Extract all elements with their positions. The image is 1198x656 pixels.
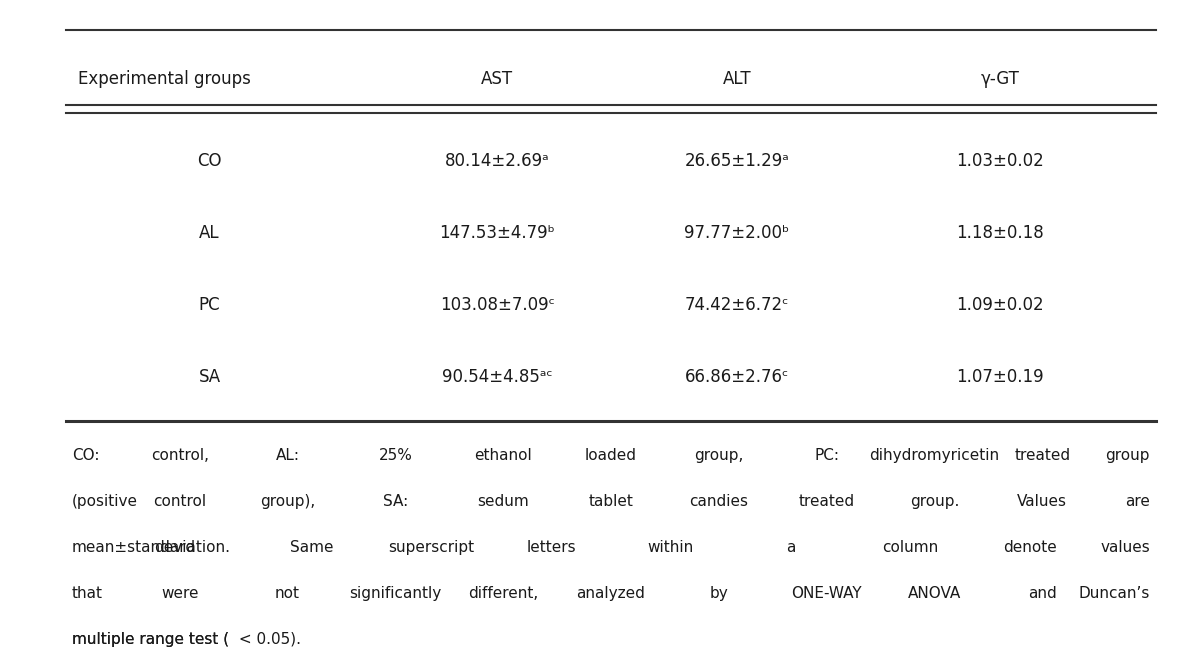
Text: Same: Same (290, 541, 333, 555)
Text: CO: CO (198, 152, 222, 170)
Text: significantly: significantly (349, 586, 442, 601)
Text: 1.03±0.02: 1.03±0.02 (956, 152, 1045, 170)
Text: 26.65±1.29ᵃ: 26.65±1.29ᵃ (684, 152, 789, 170)
Text: ONE-WAY: ONE-WAY (792, 586, 861, 601)
Text: treated: treated (799, 495, 854, 509)
Text: dihydromyricetin: dihydromyricetin (870, 449, 999, 463)
Text: group: group (1106, 449, 1150, 463)
Text: (positive: (positive (72, 495, 138, 509)
Text: 97.77±2.00ᵇ: 97.77±2.00ᵇ (684, 224, 789, 242)
Text: multiple range test (: multiple range test ( (72, 632, 229, 647)
Text: treated: treated (1015, 449, 1070, 463)
Text: column: column (883, 541, 938, 555)
Text: 103.08±7.09ᶜ: 103.08±7.09ᶜ (440, 296, 555, 314)
Text: loaded: loaded (585, 449, 637, 463)
Text: are: are (1125, 495, 1150, 509)
Text: mean±standard: mean±standard (72, 541, 196, 555)
Text: group),: group), (260, 495, 315, 509)
Text: a: a (786, 541, 795, 555)
Text: group,: group, (694, 449, 744, 463)
Text: values: values (1100, 541, 1150, 555)
Text: 90.54±4.85ᵃᶜ: 90.54±4.85ᵃᶜ (442, 368, 552, 386)
Text: AST: AST (482, 70, 513, 88)
Text: 1.18±0.18: 1.18±0.18 (956, 224, 1045, 242)
Text: letters: letters (526, 541, 576, 555)
Text: candies: candies (689, 495, 749, 509)
Text: SA: SA (199, 368, 220, 386)
Text: by: by (709, 586, 728, 601)
Text: 25%: 25% (379, 449, 412, 463)
Text: Duncan’s: Duncan’s (1078, 586, 1150, 601)
Text: Experimental groups: Experimental groups (78, 70, 250, 88)
Text: not: not (276, 586, 300, 601)
Text: ethanol: ethanol (474, 449, 532, 463)
Text: 74.42±6.72ᶜ: 74.42±6.72ᶜ (684, 296, 789, 314)
Text: PC: PC (199, 296, 220, 314)
Text: ALT: ALT (722, 70, 751, 88)
Text: multiple range test (: multiple range test ( (72, 632, 232, 647)
Text: that: that (72, 586, 103, 601)
Text: analyzed: analyzed (576, 586, 646, 601)
Text: 1.09±0.02: 1.09±0.02 (956, 296, 1045, 314)
Text: Values: Values (1017, 495, 1067, 509)
Text: 1.07±0.19: 1.07±0.19 (956, 368, 1045, 386)
Text: different,: different, (468, 586, 538, 601)
Text: superscript: superscript (388, 541, 474, 555)
Text: control,: control, (151, 449, 208, 463)
Text: multiple range test (: multiple range test ( (72, 632, 229, 647)
Text: ANOVA: ANOVA (908, 586, 961, 601)
Text: AL: AL (199, 224, 220, 242)
Text: PC:: PC: (815, 449, 839, 463)
Text: 147.53±4.79ᵇ: 147.53±4.79ᵇ (440, 224, 555, 242)
Text: 66.86±2.76ᶜ: 66.86±2.76ᶜ (684, 368, 789, 386)
Text: γ-GT: γ-GT (981, 70, 1019, 88)
Text: 80.14±2.69ᵃ: 80.14±2.69ᵃ (444, 152, 550, 170)
Text: deviation.: deviation. (153, 541, 230, 555)
Text: were: were (161, 586, 199, 601)
Text: group.: group. (909, 495, 960, 509)
Text: SA:: SA: (382, 495, 409, 509)
Text: CO:: CO: (72, 449, 99, 463)
Text: within: within (648, 541, 694, 555)
Text: AL:: AL: (276, 449, 300, 463)
Text: multiple range test (  < 0.05).: multiple range test ( < 0.05). (72, 632, 301, 647)
Text: and: and (1028, 586, 1057, 601)
Text: control: control (153, 495, 206, 509)
Text: denote: denote (1004, 541, 1057, 555)
Text: tablet: tablet (588, 495, 634, 509)
Text: sedum: sedum (477, 495, 530, 509)
